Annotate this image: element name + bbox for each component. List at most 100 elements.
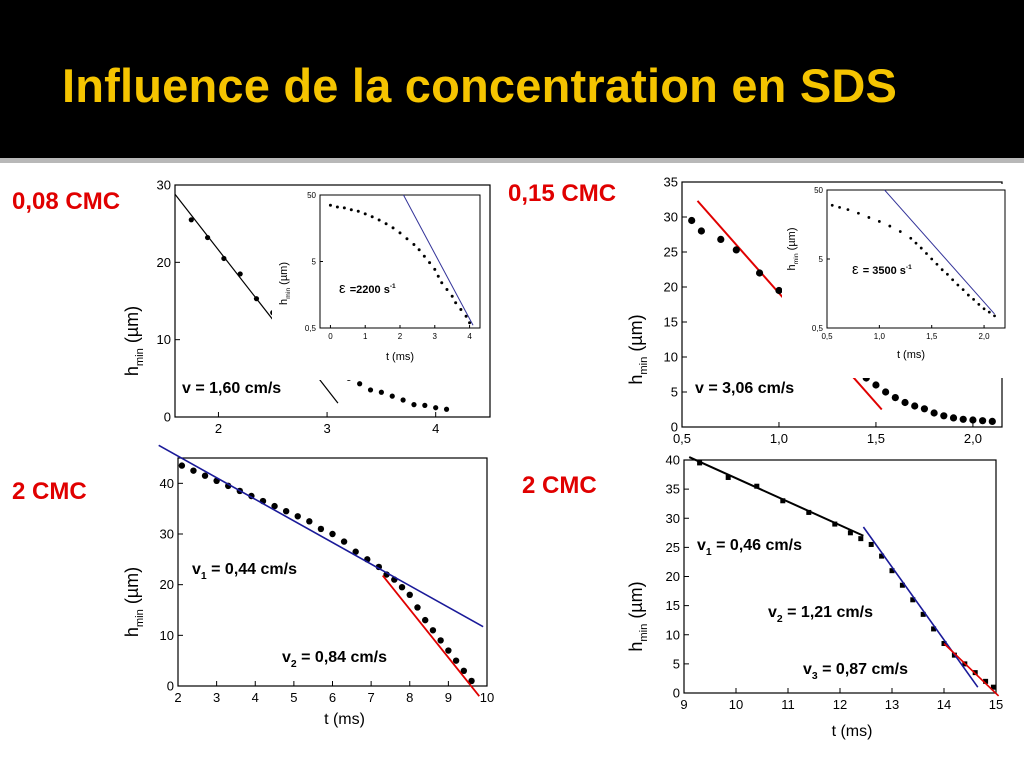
p2-inset-data-point — [867, 216, 871, 219]
p3-data-point — [422, 616, 429, 624]
p1-inset-data-point — [468, 321, 472, 325]
p4-data-point — [910, 597, 916, 603]
p4-data-point — [858, 536, 864, 542]
p2-inset-x-tick-label: 2,0 — [978, 332, 990, 341]
p2-x-tick-label: 2,0 — [964, 431, 982, 446]
p4-data-point — [780, 498, 786, 504]
label-2-cmc-left: 2 CMC — [12, 478, 87, 505]
p3-data-point — [429, 627, 437, 634]
p2-data-point — [920, 405, 929, 413]
p2-data-point — [930, 409, 938, 417]
p2-inset-y-tick-label: 50 — [814, 186, 823, 195]
p1-inset-data-point — [370, 215, 374, 219]
p4-data-point — [725, 474, 731, 480]
p4-velocity-v2: v2 = 1,21 cm/s — [768, 604, 873, 625]
p1-inset-data-point — [450, 294, 454, 298]
p2-data-point — [872, 381, 880, 389]
p4-x-tick-label: 10 — [729, 697, 743, 712]
p3-data-point — [317, 525, 325, 533]
p3-x-tick-label: 7 — [368, 690, 375, 705]
p2-inset-data-point — [977, 302, 981, 306]
p1-data-point — [221, 255, 227, 262]
p4-data-point — [879, 553, 885, 559]
p3-y-axis-label: hmin (µm) — [122, 567, 146, 637]
p3-data-point — [282, 508, 290, 515]
p3-velocity-v2: v2 = 0,84 cm/s — [282, 649, 387, 670]
p3-y-tick-label: 40 — [160, 476, 174, 491]
p4-data-point — [990, 684, 996, 690]
p4-x-axis-label: t (ms) — [832, 723, 873, 740]
label-008-cmc: 0,08 CMC — [12, 188, 121, 215]
p3-data-point — [294, 513, 301, 520]
p3-data-point — [468, 677, 475, 685]
p2-data-point — [717, 235, 725, 243]
p2-data-point — [959, 415, 967, 423]
p3-data-point — [460, 667, 468, 674]
p4-fit-line-v2 — [862, 526, 979, 688]
p1-velocity-annotation: v = 1,60 cm/s — [182, 380, 281, 397]
p2-inset-data-point — [898, 230, 902, 233]
p2-y-tick-label: 25 — [664, 245, 678, 260]
p1-data-point — [204, 234, 211, 241]
p2-y-tick-label: 0 — [671, 420, 678, 435]
p4-x-tick-label: 13 — [885, 697, 899, 712]
p2-data-point — [901, 398, 909, 407]
p4-y-tick-label: 25 — [666, 540, 680, 555]
p2-inset-data-point — [909, 236, 913, 240]
p2-y-tick-label: 15 — [664, 315, 678, 330]
p2-inset-x-tick-label: 1,0 — [874, 332, 886, 341]
slide-title: Influence de la concentration en SDS — [62, 59, 898, 112]
p4-data-point — [983, 678, 989, 684]
p1-inset-data-point — [335, 205, 339, 209]
p1-inset-data-point — [342, 206, 346, 210]
p4-velocity-v1: v1 = 0,46 cm/s — [697, 537, 802, 558]
p2-velocity-annotation: v = 3,06 cm/s — [695, 380, 794, 397]
label-015-cmc: 0,15 CMC — [508, 180, 617, 207]
p3-x-axis-label: t (ms) — [324, 711, 365, 728]
p2-inset-data-point — [972, 297, 975, 301]
p2-x-tick-label: 1,0 — [770, 431, 788, 446]
p4-velocity-v3: v3 = 0,87 cm/s — [803, 661, 908, 682]
p2-data-point — [688, 216, 696, 225]
p1-data-point — [422, 402, 428, 408]
p2-data-point — [891, 394, 899, 402]
p2-inset-data-point — [935, 262, 939, 266]
p4-data-point — [889, 568, 895, 574]
p2-y-tick-label: 20 — [664, 280, 678, 295]
p1-inset-x-tick-label: 1 — [363, 332, 368, 341]
p1-inset-data-point — [398, 231, 402, 235]
p1-inset-data-point — [328, 203, 332, 207]
p2-inset-y-tick-label: 0,5 — [812, 324, 824, 333]
p2-inset-data-point — [982, 307, 986, 311]
p4-data-point — [941, 640, 947, 646]
p2-inset-data-point — [925, 252, 928, 255]
p2-inset-y-axis-label: hmin (µm) — [786, 228, 800, 271]
p1-inset-fit-line — [403, 194, 474, 326]
p3-data-point — [178, 462, 186, 469]
p2-inset-data-point — [857, 211, 860, 215]
p4-data-point — [920, 611, 926, 617]
p4-data-point — [806, 509, 812, 515]
p2-x-tick-label: 1,5 — [867, 431, 885, 446]
p1-inset-data-point — [440, 281, 444, 285]
p4-y-tick-label: 10 — [666, 627, 680, 642]
p2-inset-data-point — [930, 257, 934, 261]
p2-inset-data-point — [919, 246, 923, 250]
p1-data-point — [378, 389, 384, 395]
p2-inset-x-axis-label: t (ms) — [897, 349, 925, 361]
p2-inset-data-point — [914, 241, 918, 245]
p2-data-point — [949, 414, 958, 422]
p4-data-point — [847, 530, 853, 536]
p4-x-tick-label: 9 — [680, 697, 687, 712]
p2-inset-data-point — [956, 283, 960, 287]
p2-data-point — [969, 416, 977, 424]
p2-y-tick-label: 10 — [664, 350, 678, 365]
p1-inset-data-point — [384, 222, 388, 226]
p1-inset-y-tick-label: 50 — [307, 191, 316, 200]
p3-data-point — [352, 548, 359, 555]
p3-data-point — [398, 584, 406, 591]
p1-data-point — [188, 217, 194, 223]
p2-data-point — [882, 388, 890, 396]
p1-inset-y-axis-label: hmin (µm) — [278, 262, 292, 305]
p2-data-point — [697, 227, 705, 235]
